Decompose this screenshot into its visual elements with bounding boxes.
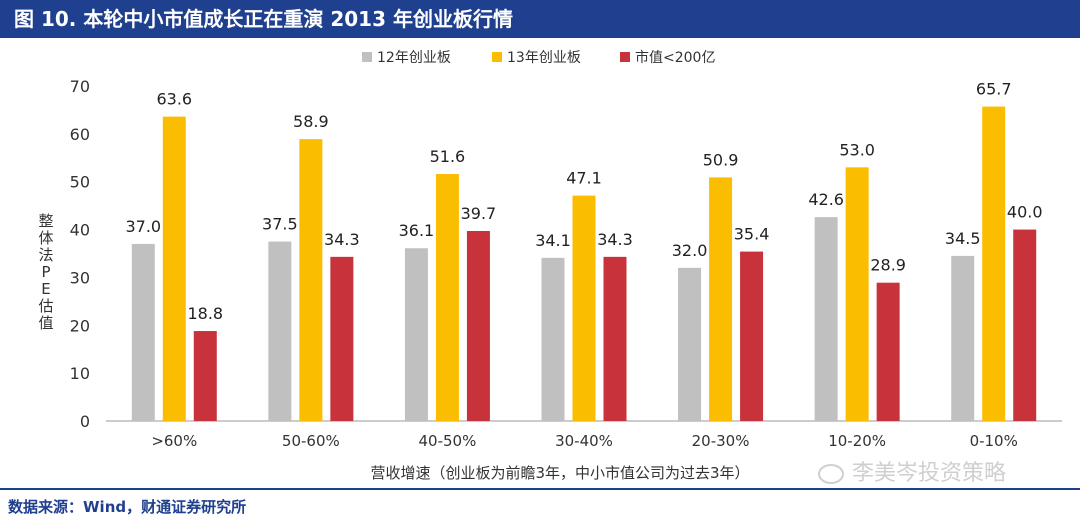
x-tick-label: 10-20% <box>828 432 886 450</box>
data-label: 39.7 <box>461 204 497 223</box>
x-axis-title: 营收增速（创业板为前瞻3年，中小市值公司为过去3年） <box>370 464 749 482</box>
bar <box>740 251 764 421</box>
bar <box>814 217 838 421</box>
bar <box>131 243 155 421</box>
y-tick-label: 30 <box>70 268 90 287</box>
data-label: 53.0 <box>839 140 875 159</box>
data-label: 51.6 <box>430 147 466 166</box>
data-label: 58.9 <box>293 112 329 131</box>
wechat-icon <box>818 464 844 484</box>
bar <box>193 331 217 421</box>
data-label: 34.5 <box>945 229 981 248</box>
y-axis-title: 整体法 P E 估值 <box>38 212 53 332</box>
y-tick-label: 20 <box>70 316 90 335</box>
bar <box>435 174 459 421</box>
y-tick-label: 0 <box>80 412 90 431</box>
legend-label: 13年创业板 <box>507 50 581 66</box>
y-tick-label: 60 <box>70 125 90 144</box>
bar <box>709 177 733 421</box>
x-tick-label: >60% <box>151 432 197 450</box>
bar <box>330 256 354 421</box>
x-tick-label: 30-40% <box>555 432 613 450</box>
bar <box>876 282 900 421</box>
bar <box>845 167 869 421</box>
source-note: 数据来源：Wind，财通证券研究所 <box>8 498 247 516</box>
x-tick-label: 0-10% <box>970 432 1018 450</box>
data-label: 37.5 <box>262 215 298 234</box>
footer-divider <box>0 488 1080 490</box>
x-tick-label: 50-60% <box>282 432 340 450</box>
data-label: 47.1 <box>566 169 602 188</box>
data-label: 63.6 <box>156 90 192 109</box>
bar <box>162 116 186 421</box>
bar <box>951 255 975 421</box>
bar <box>603 256 627 421</box>
watermark: 李美岑投资策略 <box>818 455 1006 487</box>
bar-chart: 12年创业板 13年创业板 市值<200亿 0 10 20 30 40 50 60 70 37.0 63… <box>38 49 1062 482</box>
legend-label: 市值<200亿 <box>635 49 715 66</box>
data-label: 34.3 <box>597 230 633 249</box>
x-tick-label: 20-30% <box>692 432 750 450</box>
bar <box>678 267 702 421</box>
bar <box>466 231 490 421</box>
x-tick-label: 40-50% <box>419 432 477 450</box>
data-label: 50.9 <box>703 150 739 169</box>
data-label: 28.9 <box>870 256 906 275</box>
page-title: 图 10. 本轮中小市值成长正在重演 2013 年创业板行情 <box>0 0 1080 38</box>
data-label: 34.1 <box>535 231 571 250</box>
legend-swatch <box>492 52 502 62</box>
bar <box>299 139 323 421</box>
data-label: 40.0 <box>1007 203 1043 222</box>
legend-swatch <box>362 52 372 62</box>
y-tick-label: 50 <box>70 173 90 192</box>
data-label: 37.0 <box>125 217 161 236</box>
bar <box>572 195 596 421</box>
bar <box>268 241 292 421</box>
legend-label: 12年创业板 <box>377 50 451 66</box>
data-label: 18.8 <box>187 304 223 323</box>
data-label: 36.1 <box>399 221 435 240</box>
data-label: 34.3 <box>324 230 360 249</box>
data-label: 35.4 <box>734 225 770 244</box>
bar <box>1013 229 1037 421</box>
data-label: 42.6 <box>808 190 844 209</box>
legend-swatch <box>620 52 630 62</box>
data-label: 65.7 <box>976 80 1012 99</box>
y-tick-label: 10 <box>70 364 90 383</box>
data-label: 32.0 <box>672 241 708 260</box>
bar <box>404 248 428 421</box>
watermark-text: 李美岑投资策略 <box>852 461 1007 486</box>
bar <box>541 257 565 421</box>
y-tick-label: 40 <box>70 221 90 240</box>
bar <box>982 106 1006 421</box>
y-tick-label: 70 <box>70 77 90 96</box>
